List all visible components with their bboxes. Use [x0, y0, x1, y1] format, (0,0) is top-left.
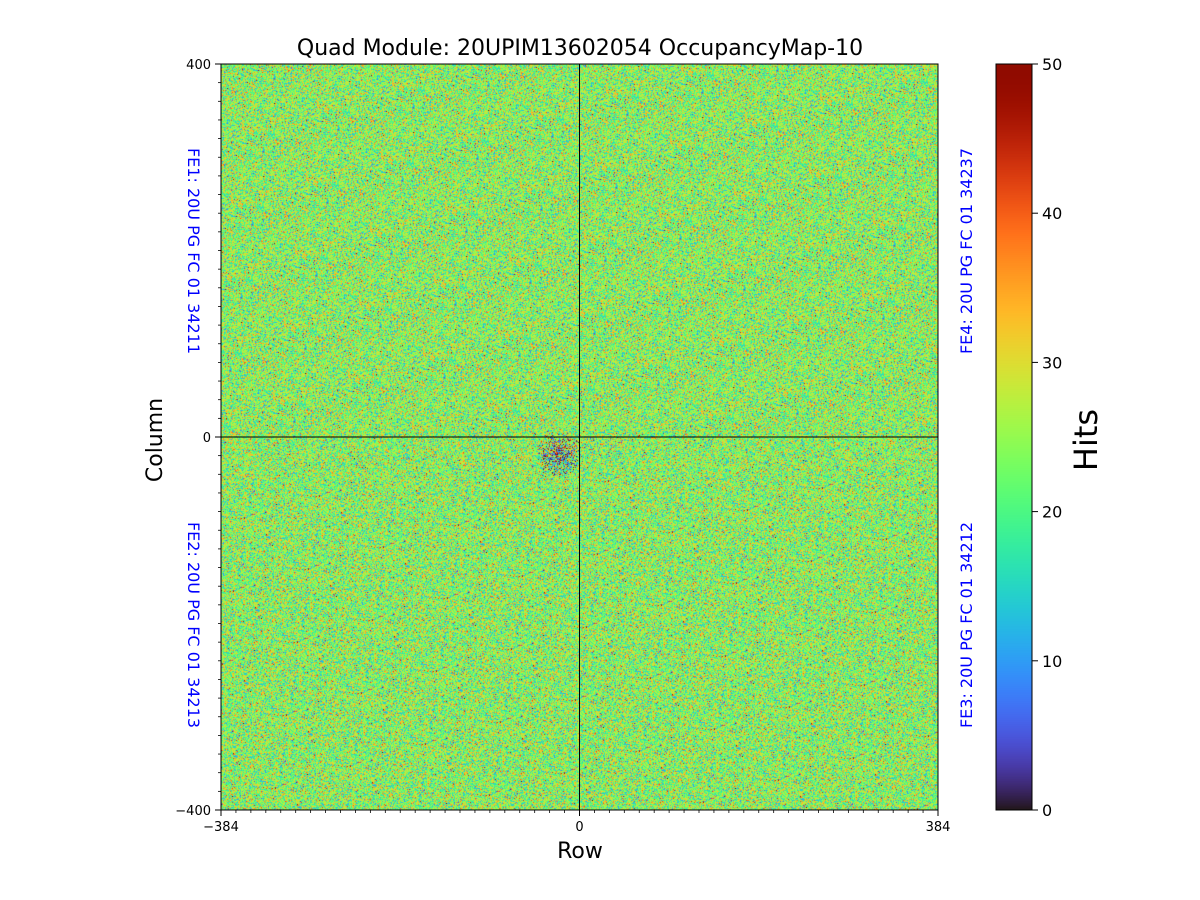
y-axis-label: Column — [143, 398, 168, 482]
x-tick-label: 0 — [575, 820, 583, 835]
colorbar-frame — [995, 63, 1033, 811]
colorbar-gradient — [996, 64, 1032, 810]
y-tick-label: 0 — [203, 431, 211, 446]
fe1-label: FE1: 20U PG FC 01 34211 — [184, 148, 203, 354]
x-axis-ticks: −384 0 384 — [203, 810, 950, 835]
chart-title: Quad Module: 20UPIM13602054 OccupancyMap… — [297, 36, 863, 61]
fe3-label: FE3: 20U PG FC 01 34212 — [957, 522, 976, 728]
colorbar-tick-label: 50 — [1042, 55, 1062, 74]
fe4-label: FE4: 20U PG FC 01 34237 — [957, 148, 976, 354]
x-tick-label: −384 — [203, 820, 239, 835]
y-axis-ticks: 400 0 −400 — [175, 58, 221, 819]
y-tick-label: −400 — [175, 804, 211, 819]
colorbar-tick-label: 30 — [1042, 353, 1062, 372]
x-tick-label: 384 — [926, 820, 951, 835]
x-axis-label: Row — [557, 839, 603, 864]
colorbar-tick-label: 10 — [1042, 652, 1062, 671]
colorbar-ticks: 0 10 20 30 40 50 — [1032, 55, 1062, 820]
y-tick-label: 400 — [186, 58, 211, 73]
fe2-label: FE2: 20U PG FC 01 34213 — [184, 522, 203, 728]
colorbar-tick-label: 20 — [1042, 503, 1062, 522]
colorbar-tick-label: 0 — [1042, 801, 1052, 820]
colorbar-label: Hits — [1067, 409, 1105, 471]
minor-ticks — [218, 63, 939, 813]
colorbar-tick-label: 40 — [1042, 204, 1062, 223]
